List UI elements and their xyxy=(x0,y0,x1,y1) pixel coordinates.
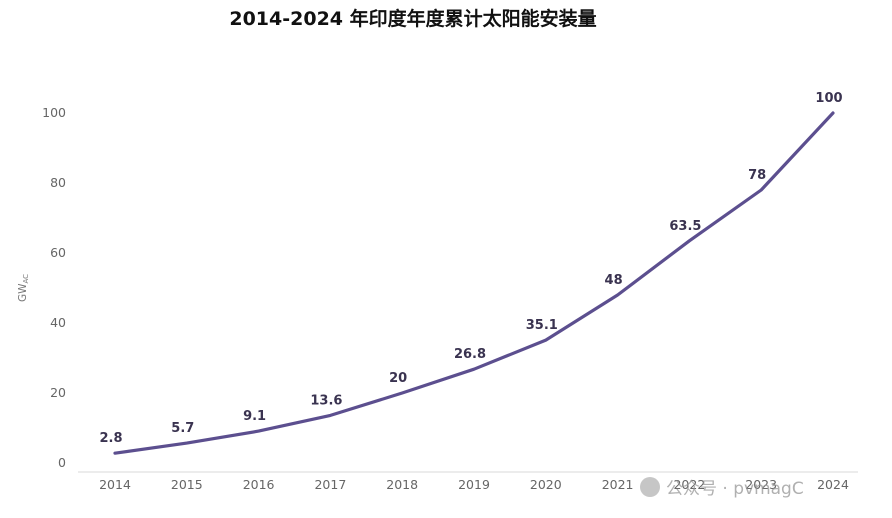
y-axis-ticks: 0 20 40 60 80 100 xyxy=(42,105,66,470)
data-label: 5.7 xyxy=(171,421,194,436)
wechat-icon xyxy=(640,476,660,497)
chart-title: 2014-2024 年印度年度累计太阳能安装量 xyxy=(229,8,597,30)
data-label: 63.5 xyxy=(669,219,701,234)
x-tick-label: 2019 xyxy=(458,477,490,492)
data-label: 26.8 xyxy=(454,347,486,362)
x-tick-label: 2024 xyxy=(817,477,849,492)
x-tick-label: 2023 xyxy=(745,477,777,492)
y-tick-label: 20 xyxy=(50,385,66,400)
data-label: 48 xyxy=(605,273,623,288)
data-label: 2.8 xyxy=(99,431,122,446)
data-label: 100 xyxy=(815,91,842,106)
y-tick-label: 60 xyxy=(50,245,66,260)
x-tick-label: 2022 xyxy=(673,477,705,492)
x-tick-label: 2016 xyxy=(243,477,275,492)
x-tick-label: 2020 xyxy=(530,477,562,492)
x-tick-label: 2017 xyxy=(314,477,346,492)
data-label: 20 xyxy=(389,371,407,386)
data-label: 13.6 xyxy=(310,393,342,408)
series-line xyxy=(113,111,835,455)
y-tick-label: 80 xyxy=(50,175,66,190)
data-label: 78 xyxy=(748,168,766,183)
x-axis-ticks: 2014 2015 2016 2017 2018 2019 2020 2021 2022 2023… xyxy=(99,477,849,492)
y-tick-label: 0 xyxy=(58,455,66,470)
x-tick-label: 2018 xyxy=(386,477,418,492)
x-tick-label: 2015 xyxy=(171,477,203,492)
y-tick-label: 100 xyxy=(42,105,66,120)
y-tick-label: 40 xyxy=(50,315,66,330)
y-axis-label: GWAC xyxy=(17,274,30,302)
data-label: 35.1 xyxy=(526,318,558,333)
data-labels: 2.8 5.7 9.1 13.6 20 26.8 35.1 48 63.5 78 100 xyxy=(99,91,842,446)
watermark: 公众号 · pvmagC xyxy=(640,474,804,499)
watermark-text: 公众号 · pvmagC xyxy=(666,479,804,499)
x-tick-label: 2014 xyxy=(99,477,131,492)
x-tick-label: 2021 xyxy=(602,477,634,492)
data-label: 9.1 xyxy=(243,409,266,424)
